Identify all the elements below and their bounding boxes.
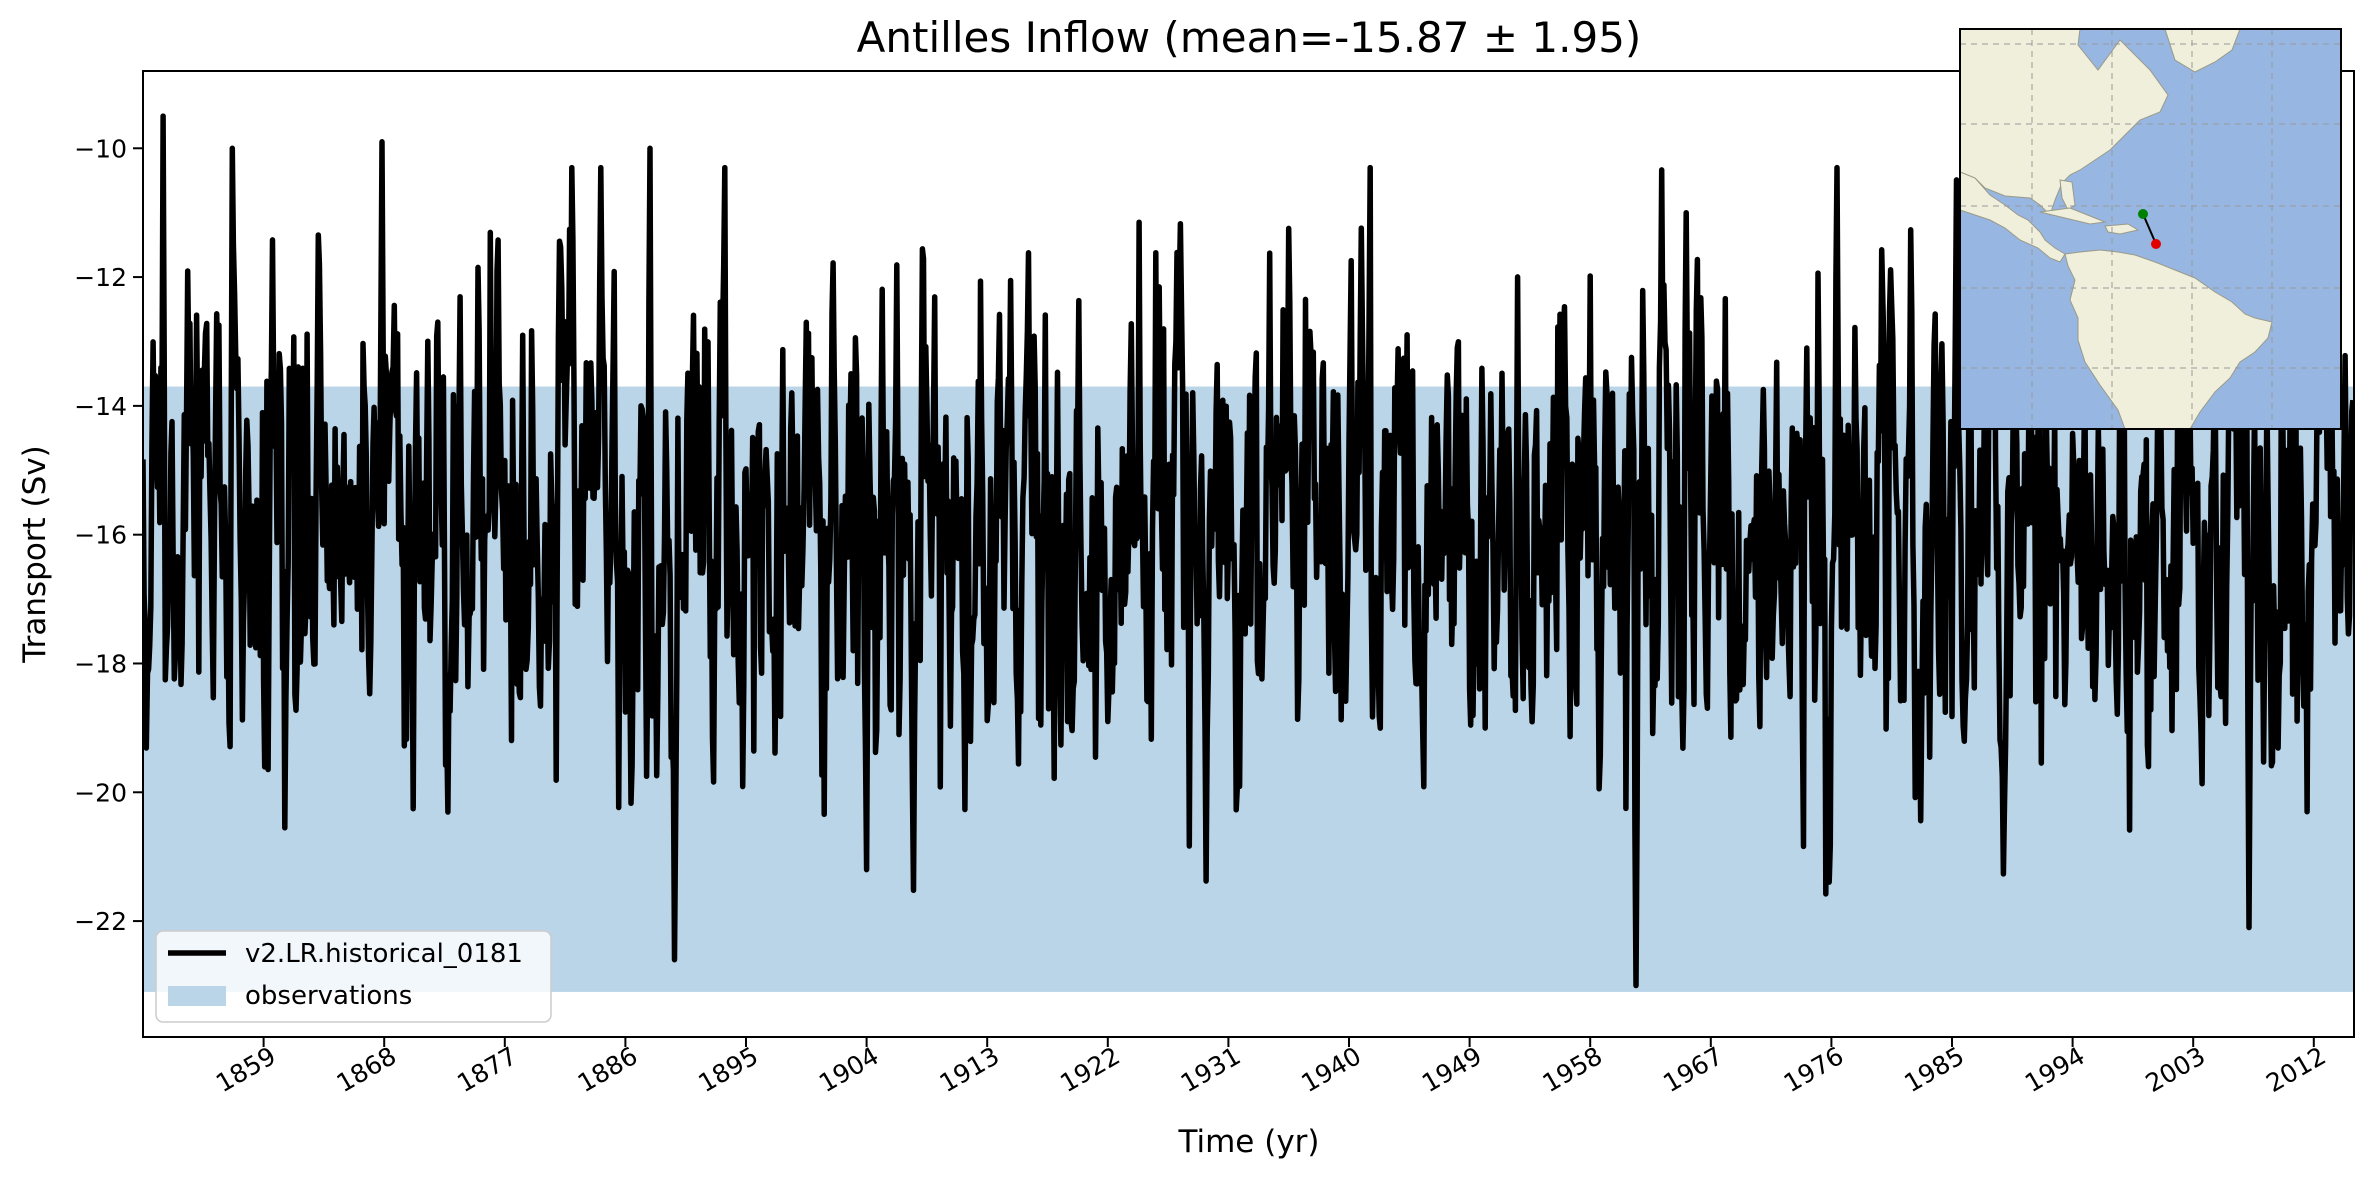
y-tick-label: −22: [74, 907, 127, 936]
legend-patch-swatch: [168, 986, 226, 1006]
x-axis-label: Time (yr): [1178, 1124, 1320, 1160]
y-tick-label: −16: [74, 521, 127, 550]
inset-land-cuba: [2039, 207, 2107, 225]
inset-land-south-america: [2064, 249, 2273, 429]
y-tick-label: −10: [74, 134, 127, 163]
inset-land-canada-east: [2164, 29, 2241, 73]
inset-land-hispaniola: [2104, 223, 2140, 235]
inset-section-start-marker: [2138, 209, 2148, 219]
y-tick-label: −12: [74, 263, 127, 292]
legend-entry-observations: observations: [245, 981, 412, 1011]
inset-section-line: [2142, 213, 2157, 245]
inset-frame: [1959, 28, 2342, 430]
legend: v2.LR.historical_0181 observations: [155, 930, 552, 1023]
y-tick-label: −18: [74, 649, 127, 678]
y-tick-label: −14: [74, 392, 127, 421]
y-tick-label: −20: [74, 778, 127, 807]
inset-section-end-marker: [2151, 239, 2161, 249]
inset-map: [1959, 28, 2342, 430]
y-axis-label: Transport (Sv): [17, 445, 53, 664]
legend-box: [155, 930, 552, 1023]
inset-gridlines: [1960, 29, 2341, 429]
legend-entry-series: v2.LR.historical_0181: [245, 939, 523, 969]
plot-area: [143, 113, 2354, 992]
inset-land-north-america: [1960, 29, 2169, 216]
inset-land-florida: [2059, 179, 2076, 211]
y-axis-ticks: −22 −20 −18 −16 −14 −12 −10: [74, 134, 143, 936]
axes-frame: [142, 70, 2355, 1038]
chart-title: Antilles Inflow (mean=-15.87 ± 1.95): [857, 13, 1642, 62]
